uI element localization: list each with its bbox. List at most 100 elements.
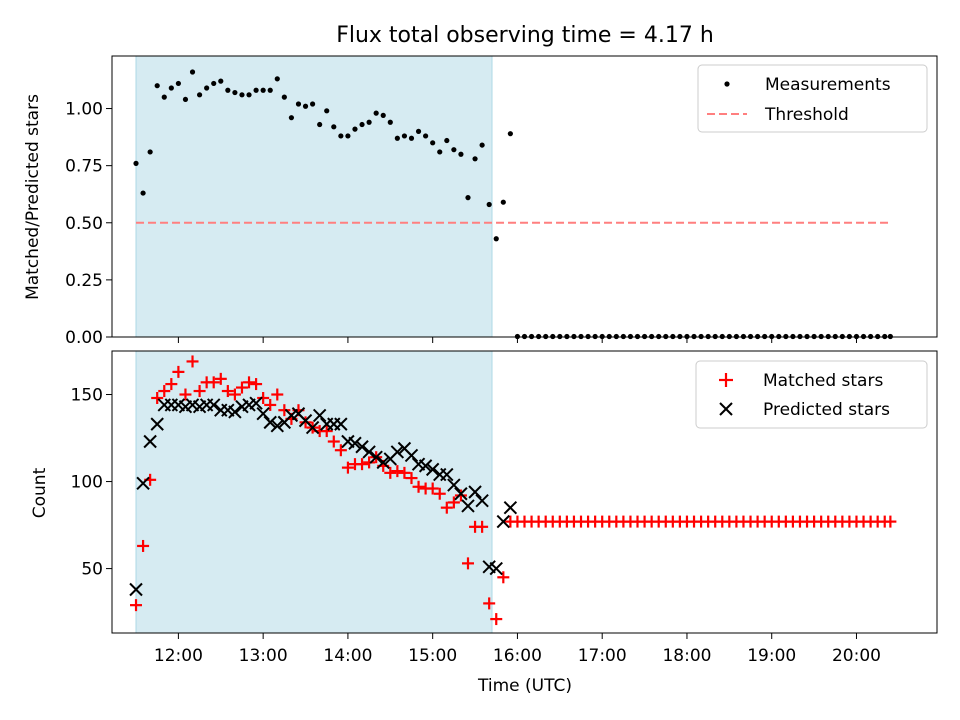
matched-stars-point [278, 404, 291, 417]
measurement-point [458, 151, 464, 157]
matched-stars-point [179, 388, 192, 401]
x-axis-label: Time (UTC) [477, 676, 572, 696]
matched-stars-point [228, 388, 241, 401]
matched-stars-point [151, 392, 164, 404]
matched-stars-point [235, 381, 248, 394]
measurement-point [267, 87, 273, 93]
top-y-axis-label: Matched/Predicted stars [23, 94, 43, 300]
measurement-point [302, 103, 309, 109]
top-y-tick-label: 1.00 [65, 100, 103, 120]
measurement-point [338, 133, 344, 139]
top-shaded-span [135, 55, 493, 338]
legend-predicted-label: Predicted stars [763, 400, 890, 420]
x-tick-label: 15:00 [408, 646, 457, 666]
bottom-axes-frame [111, 350, 938, 634]
bottom-y-ticks: 50 100 150 [71, 386, 112, 580]
matched-stars-point [447, 496, 460, 509]
matched-stars-point [207, 376, 220, 389]
x-tick-label: 17:00 [578, 646, 627, 666]
matched-stars-point [172, 365, 185, 378]
measurement-point [225, 87, 231, 93]
measurement-point [288, 115, 295, 121]
legend-measurements-marker [724, 81, 730, 87]
measurement-point [345, 133, 351, 139]
measurement-point [465, 195, 471, 201]
matched-stars-point [497, 571, 510, 584]
predicted-stars-point [369, 450, 383, 464]
measurement-point [324, 108, 330, 114]
matched-stars-point [257, 392, 270, 404]
matched-stars-point [214, 372, 227, 385]
predicted-stars-point [447, 478, 461, 492]
measurement-point [408, 135, 415, 141]
legend-threshold-label: Threshold [764, 105, 849, 125]
predicted-stars-point [390, 445, 405, 459]
bottom-y-tick-label: 150 [71, 386, 103, 406]
predicted-stars-point [362, 445, 376, 459]
measurement-point [196, 92, 203, 98]
predicted-stars-point [503, 500, 518, 515]
measurement-point [331, 124, 337, 130]
x-tick-label: 16:00 [493, 646, 542, 666]
measurement-point [437, 149, 443, 155]
measurement-point [309, 101, 316, 107]
measurement-point [154, 83, 160, 89]
predicted-stars-point [376, 455, 390, 470]
matched-stars-point [384, 466, 397, 479]
measurement-point [260, 87, 266, 93]
matched-stars-point [186, 355, 199, 368]
matched-stars-point [398, 466, 411, 479]
bottom-shaded-span [135, 350, 493, 634]
predicted-stars-point [489, 561, 503, 576]
predicted-stars-point [249, 396, 263, 410]
predicted-stars-point [425, 462, 440, 477]
x-tick-label: 12:00 [154, 646, 203, 666]
matched-stars-point [264, 398, 277, 411]
measurement-point [161, 94, 167, 100]
predicted-stars-point [404, 448, 419, 463]
measurement-point [500, 199, 506, 205]
top-legend-box [697, 64, 928, 133]
measurement-point [352, 126, 358, 132]
matched-stars-point [884, 515, 897, 528]
predicted-stars-point [150, 417, 164, 431]
measurement-point [317, 121, 323, 128]
measurement-point [373, 110, 379, 116]
measurement-point [479, 142, 485, 148]
predicted-stars-point [143, 434, 157, 449]
top-legend: Measurements Threshold [697, 64, 928, 133]
measurement-point [232, 89, 238, 96]
measurement-point [218, 78, 224, 84]
matched-stars-point [356, 458, 369, 471]
top-x-ticks [177, 337, 857, 343]
predicted-stars-point [207, 398, 221, 412]
matched-stars-point [158, 385, 171, 398]
measurement-point [189, 69, 196, 75]
predicted-stars-point [475, 493, 489, 508]
top-y-tick-label: 0.75 [65, 157, 103, 177]
predicted-stars-point [496, 514, 511, 529]
matched-stars-point [341, 461, 354, 474]
measurement-point [493, 236, 499, 242]
measurement-point [423, 133, 429, 139]
measurement-point [168, 85, 174, 91]
x-tick-label: 13:00 [239, 646, 288, 666]
measurement-point [394, 135, 400, 141]
measurement-point [274, 76, 280, 82]
legend-measurements-label: Measurements [765, 75, 891, 95]
measurement-point [430, 140, 436, 146]
matched-stars-point [250, 378, 263, 391]
matched-stars-point [454, 489, 467, 502]
legend-matched-label: Matched stars [763, 371, 883, 391]
measurement-point [415, 128, 422, 134]
matched-stars-point [299, 416, 312, 429]
measurement-point [175, 80, 181, 87]
matched-stars-point [490, 613, 503, 626]
measurement-point [253, 87, 259, 93]
x-tick-label: 18:00 [662, 646, 711, 666]
measurement-point [486, 201, 492, 208]
bottom-y-tick-label: 50 [81, 560, 103, 580]
top-axes-frame [111, 55, 938, 338]
measurement-point [380, 112, 386, 118]
matched-stars-point [363, 456, 376, 469]
